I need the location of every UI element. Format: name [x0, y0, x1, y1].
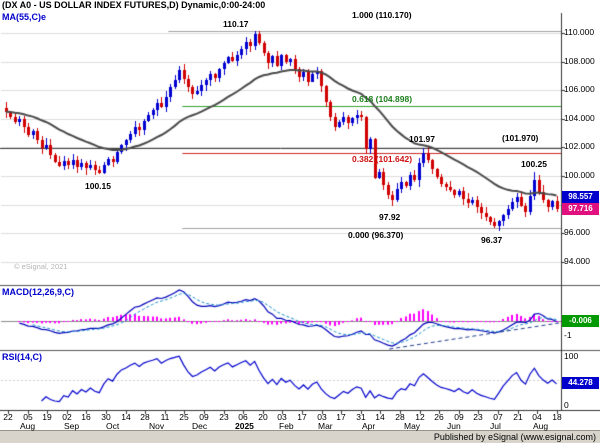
- macd-indicator-label: MACD(12,26,9,C): [2, 287, 75, 297]
- day-tick-label: 14: [121, 412, 131, 422]
- day-tick-label: 03: [317, 412, 327, 422]
- price-axis-tick: 96.000: [564, 227, 590, 237]
- day-tick-label: 07: [493, 412, 503, 422]
- day-tick-label: 11: [160, 412, 170, 422]
- rsi-axis-tick: 100: [564, 351, 579, 361]
- day-tick-label: 28: [140, 412, 150, 422]
- day-tick-label: 19: [42, 412, 52, 422]
- swing-price-label: 96.37: [481, 235, 503, 245]
- macd-value-badge: -0.006: [562, 315, 599, 327]
- swing-price-label: 100.25: [521, 159, 547, 169]
- ma-indicator-label: MA(55,C)e: [2, 12, 47, 22]
- day-tick-label: 05: [23, 412, 33, 422]
- watermark: © eSignal, 2021: [14, 262, 68, 271]
- month-label: Jun: [447, 421, 461, 431]
- day-tick-label: 22: [3, 412, 13, 422]
- swing-price-label: 101.97: [409, 134, 435, 144]
- fib-level-label: 0.000 (96.370): [348, 230, 404, 240]
- price-axis-tick: 104.000: [564, 113, 595, 123]
- macd-axis-tick: -1: [564, 330, 572, 340]
- day-tick-label: 23: [219, 412, 229, 422]
- fib-level-label: 0.382 (101.642): [352, 154, 413, 164]
- month-label: Jul: [490, 421, 501, 431]
- publisher-credit: Published by eSignal (www.esignal.com): [433, 432, 596, 442]
- price-axis-tick: 106.000: [564, 84, 595, 94]
- day-tick-label: 26: [434, 412, 444, 422]
- day-tick-label: 16: [81, 412, 91, 422]
- day-tick-label: 17: [297, 412, 307, 422]
- rsi-value-badge: 44.278: [562, 377, 599, 389]
- price-axis-tick: 100.000: [564, 170, 595, 180]
- month-label: Nov: [149, 421, 165, 431]
- day-tick-label: 25: [179, 412, 189, 422]
- rsi-axis-tick: 0: [564, 400, 569, 410]
- ma-value-badge: 98.557: [562, 191, 599, 203]
- price-axis-tick: 102.000: [564, 141, 595, 151]
- day-tick-label: 18: [552, 412, 562, 422]
- day-tick-label: 28: [395, 412, 405, 422]
- day-tick-label: 09: [199, 412, 209, 422]
- month-label: Dec: [192, 421, 208, 431]
- month-label: Aug: [533, 421, 549, 431]
- day-tick-label: 30: [101, 412, 111, 422]
- month-label: Aug: [20, 421, 36, 431]
- rsi-indicator-label: RSI(14,C): [2, 352, 43, 362]
- day-tick-label: 21: [513, 412, 523, 422]
- day-tick-label: 14: [375, 412, 385, 422]
- swing-price-label: 97.92: [379, 212, 401, 222]
- month-label: Apr: [362, 421, 376, 431]
- month-label: May: [404, 421, 421, 431]
- day-tick-label: 09: [454, 412, 464, 422]
- chart-title: (DX A0 - US DOLLAR INDEX FUTURES,D) Dyna…: [2, 0, 266, 10]
- fib-level-label: 1.000 (110.170): [352, 10, 412, 20]
- day-tick-label: 17: [336, 412, 346, 422]
- day-tick-label: 20: [258, 412, 268, 422]
- last-price-badge: 97.716: [562, 203, 599, 215]
- day-tick-label: 06: [238, 412, 248, 422]
- publisher-bar: Published by eSignal (www.esignal.com): [0, 430, 600, 443]
- day-tick-label: 23: [473, 412, 483, 422]
- day-tick-label: 02: [62, 412, 72, 422]
- month-label: Mar: [318, 421, 333, 431]
- fib-level-label: (101.970): [502, 133, 539, 143]
- price-axis-tick: 94.000: [564, 256, 590, 266]
- month-label: Oct: [106, 421, 120, 431]
- swing-price-label: 110.17: [223, 19, 249, 29]
- fib-level-label: 0.618 (104.898): [352, 94, 413, 104]
- day-tick-label: 12: [415, 412, 425, 422]
- month-label: 2025: [235, 421, 254, 431]
- price-axis-tick: 108.000: [564, 56, 595, 66]
- price-axis-tick: 110.000: [564, 27, 595, 37]
- month-label: Feb: [279, 421, 294, 431]
- day-tick-label: 31: [356, 412, 366, 422]
- month-label: Sep: [64, 421, 80, 431]
- day-tick-label: 04: [532, 412, 542, 422]
- swing-price-label: 100.15: [85, 181, 111, 191]
- day-tick-label: 03: [277, 412, 287, 422]
